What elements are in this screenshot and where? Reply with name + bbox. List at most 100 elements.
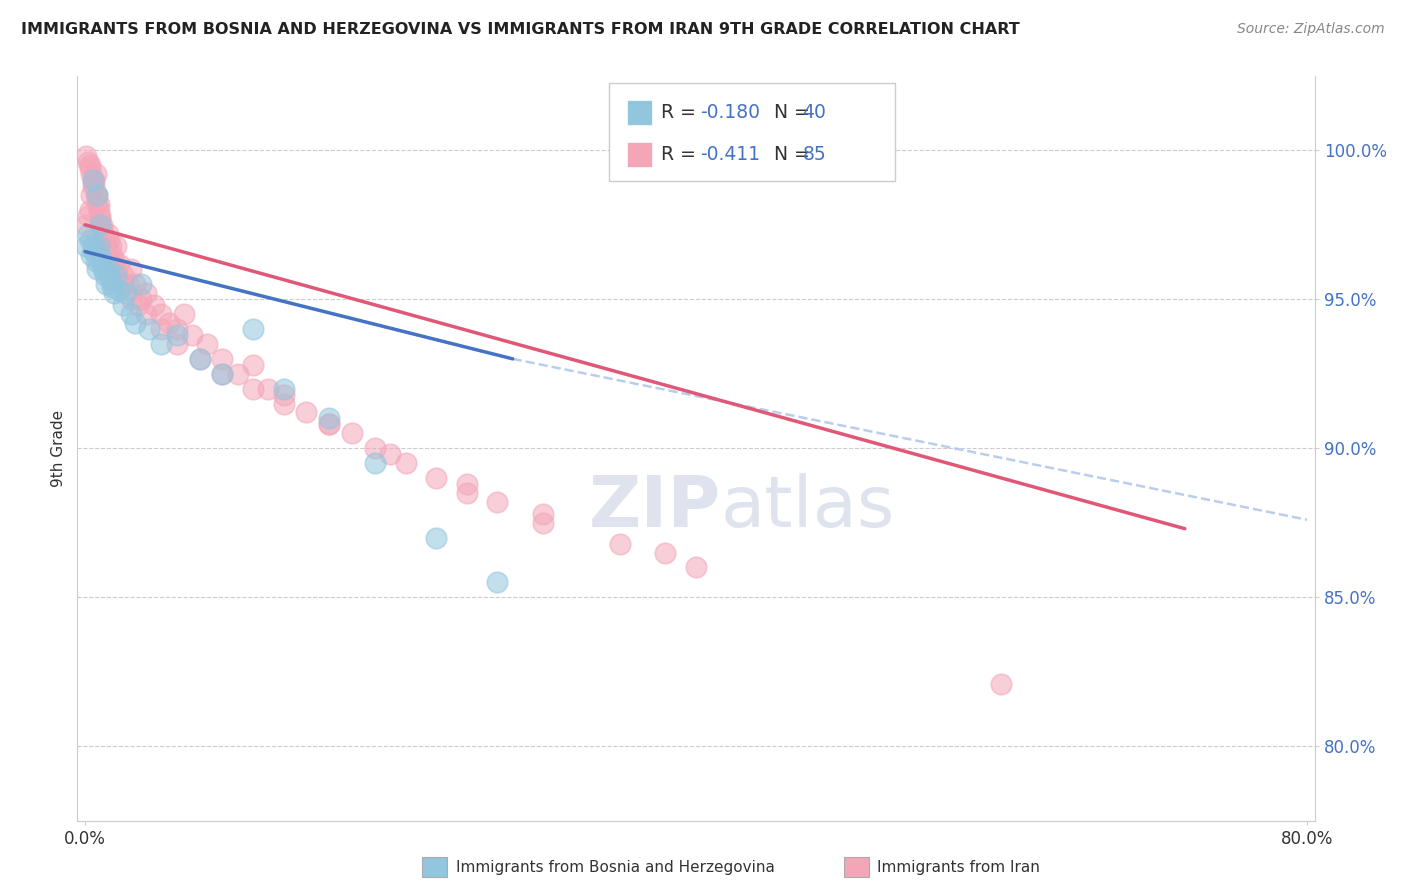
Point <box>87 202 110 217</box>
Point <box>131 293 153 307</box>
Point <box>96 238 118 252</box>
Point <box>91 262 114 277</box>
Text: -0.411: -0.411 <box>700 145 761 163</box>
Point <box>173 307 195 321</box>
Point <box>1326 676 1348 690</box>
Point <box>273 382 295 396</box>
Point <box>211 367 233 381</box>
Point <box>135 286 157 301</box>
Point <box>89 247 111 261</box>
Point <box>87 197 110 211</box>
Point <box>87 238 110 252</box>
Point <box>97 262 120 277</box>
Point <box>77 209 100 223</box>
Point <box>166 337 188 351</box>
Point <box>150 322 173 336</box>
Point <box>76 218 98 232</box>
Point <box>98 268 121 283</box>
Point <box>86 262 108 277</box>
Point <box>318 417 340 432</box>
Point <box>79 158 101 172</box>
Point <box>456 486 478 500</box>
Point <box>990 676 1012 690</box>
Point <box>84 188 107 202</box>
Point <box>364 456 387 470</box>
Point <box>80 188 103 202</box>
Point <box>380 447 402 461</box>
Point <box>103 286 125 301</box>
Text: Immigrants from Bosnia and Herzegovina: Immigrants from Bosnia and Herzegovina <box>456 860 775 874</box>
Y-axis label: 9th Grade: 9th Grade <box>51 409 66 487</box>
Point <box>107 256 129 270</box>
Point <box>100 274 122 288</box>
Point <box>112 277 135 292</box>
Point <box>188 351 211 366</box>
Point <box>89 209 111 223</box>
Point <box>166 328 188 343</box>
Point <box>79 161 101 176</box>
Point <box>91 227 114 241</box>
Point <box>486 575 509 590</box>
Point <box>103 253 125 268</box>
Point <box>79 233 101 247</box>
Text: -0.180: -0.180 <box>700 103 759 121</box>
Point <box>425 471 447 485</box>
Text: 40: 40 <box>803 103 827 121</box>
Point <box>97 247 120 261</box>
Point <box>138 322 160 336</box>
Point <box>101 256 124 270</box>
Point <box>101 280 124 294</box>
Point <box>86 188 108 202</box>
Text: atlas: atlas <box>721 474 896 542</box>
Point <box>180 328 202 343</box>
Point <box>115 286 138 301</box>
Text: 85: 85 <box>803 145 827 163</box>
Text: N =: N = <box>762 145 815 163</box>
Point <box>120 293 142 307</box>
Point <box>318 417 340 432</box>
Point <box>80 247 103 261</box>
Point <box>104 268 127 283</box>
Point <box>117 277 139 292</box>
Point <box>273 396 295 410</box>
Point <box>242 358 264 372</box>
Text: N =: N = <box>762 103 815 121</box>
Point <box>531 507 554 521</box>
Point <box>120 307 142 321</box>
Point <box>120 262 142 277</box>
Point <box>100 238 122 252</box>
Point <box>79 202 101 217</box>
Point <box>89 211 111 226</box>
Point <box>86 197 108 211</box>
Text: Source: ZipAtlas.com: Source: ZipAtlas.com <box>1237 22 1385 37</box>
Point <box>97 227 120 241</box>
Point <box>96 277 118 292</box>
Point <box>90 220 112 235</box>
Point <box>82 173 104 187</box>
Point <box>364 441 387 455</box>
Point <box>456 477 478 491</box>
Point <box>83 244 105 259</box>
Point <box>90 218 112 232</box>
Point <box>77 227 100 241</box>
Text: IMMIGRANTS FROM BOSNIA AND HERZEGOVINA VS IMMIGRANTS FROM IRAN 9TH GRADE CORRELA: IMMIGRANTS FROM BOSNIA AND HERZEGOVINA V… <box>21 22 1019 37</box>
Point <box>342 426 364 441</box>
Point <box>242 382 264 396</box>
Point <box>150 307 173 321</box>
Text: Immigrants from Iran: Immigrants from Iran <box>877 860 1040 874</box>
Point <box>318 411 340 425</box>
Point <box>242 322 264 336</box>
Point <box>609 536 631 550</box>
Point <box>211 367 233 381</box>
Point <box>84 253 107 268</box>
Point <box>104 262 127 277</box>
Point <box>188 351 211 366</box>
Point <box>84 167 107 181</box>
Text: R =: R = <box>661 103 702 121</box>
Point <box>685 560 707 574</box>
Point <box>96 238 118 252</box>
Point <box>91 227 114 241</box>
Point <box>211 351 233 366</box>
Point <box>94 233 117 247</box>
Point <box>486 495 509 509</box>
